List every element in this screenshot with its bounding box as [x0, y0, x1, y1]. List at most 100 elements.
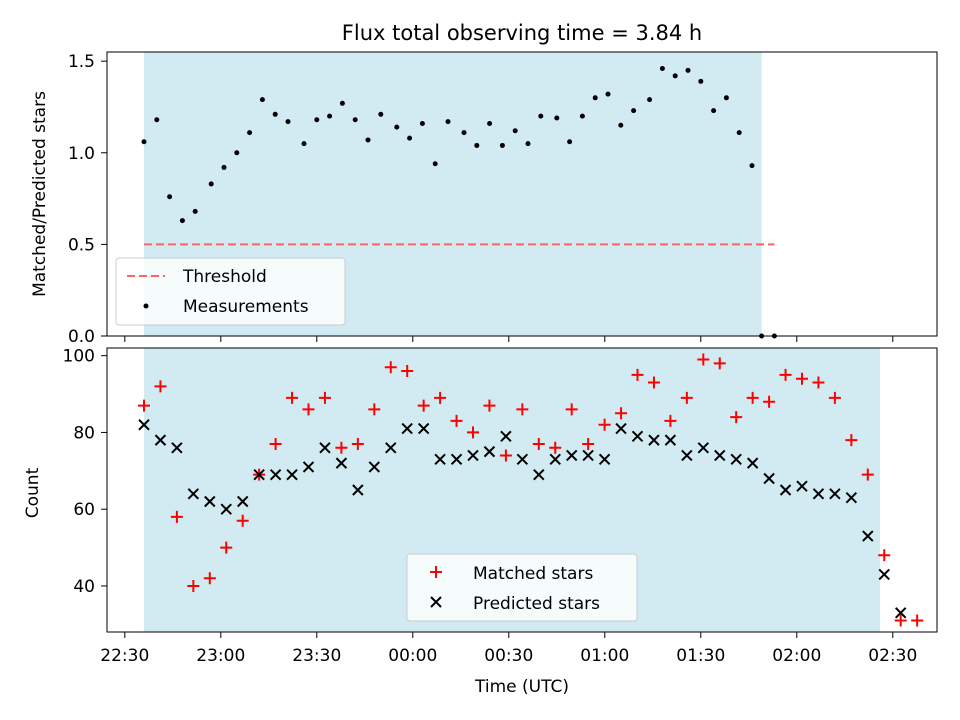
- measurement-point: [698, 78, 704, 84]
- predicted-star-point: [516, 453, 529, 466]
- predicted-star-point: [401, 422, 413, 435]
- predicted-star-point: [845, 491, 858, 504]
- matched-star-point: [631, 368, 644, 381]
- matched-star-point: [828, 391, 841, 404]
- predicted-star-point: [648, 434, 660, 446]
- matched-star-point: [220, 541, 233, 554]
- measurement-point: [631, 108, 637, 114]
- measurement-point: [327, 113, 333, 119]
- predicted-legend-label: Predicted stars: [473, 594, 600, 614]
- matched-star-point: [483, 399, 496, 412]
- measurement-point: [247, 130, 253, 136]
- matched-star-point: [170, 510, 183, 523]
- predicted-star-point: [565, 449, 578, 462]
- measurement-point: [314, 117, 320, 123]
- matched-star-point: [318, 391, 331, 404]
- predicted-star-point: [549, 453, 561, 466]
- measurement-point: [365, 137, 371, 143]
- matched-star-point: [598, 418, 611, 431]
- time-x-tick-label: 00:30: [484, 646, 533, 666]
- measurement-point: [339, 100, 345, 106]
- predicted-star-point: [812, 488, 825, 500]
- measurement-point: [567, 139, 573, 145]
- measurement-point: [234, 150, 240, 156]
- matched-star-point: [713, 357, 726, 370]
- matched-star-point: [582, 437, 595, 450]
- matched-star-point: [499, 449, 512, 462]
- measurement-point: [208, 181, 214, 187]
- time-x-tick-label: 02:30: [868, 646, 917, 666]
- count-y-axis-label: Count: [23, 467, 43, 518]
- matched-star-point: [417, 399, 430, 412]
- predicted-star-point: [417, 422, 430, 435]
- matched-star-point: [812, 376, 825, 389]
- measurement-point: [499, 142, 505, 148]
- matched-star-point: [664, 414, 677, 427]
- count-panel: Count Time (UTC) 40 60 80 100 22:30 23:00 23:…: [23, 347, 938, 697]
- predicted-star-point: [286, 468, 298, 481]
- matched-star-point: [565, 403, 578, 416]
- measurement-point: [618, 122, 624, 128]
- matched-star-point: [203, 572, 216, 585]
- predicted-star-point: [598, 453, 611, 466]
- time-x-tick-label: 01:00: [580, 646, 629, 666]
- predicted-star-point: [878, 568, 890, 581]
- ratio-legend-box: [115, 257, 346, 326]
- measurement-point: [592, 95, 598, 101]
- matched-star-point: [467, 426, 479, 439]
- measurement-point: [445, 119, 451, 125]
- time-x-tick-label: 22:30: [100, 646, 149, 666]
- measurement-point: [659, 65, 665, 71]
- matched-star-point: [516, 403, 529, 416]
- matched-star-point: [763, 395, 776, 408]
- matched-star-point: [697, 353, 710, 366]
- matched-star-point: [187, 579, 200, 592]
- measurement-point: [285, 119, 291, 125]
- ratio-y-tick-label: 1.5: [68, 52, 95, 72]
- predicted-star-point: [154, 434, 167, 446]
- measurement-point: [487, 120, 493, 126]
- predicted-star-point: [253, 468, 265, 481]
- time-x-tick-label: 23:00: [196, 646, 245, 666]
- threshold-legend-label: Threshold: [182, 267, 267, 287]
- measurement-point: [647, 97, 653, 103]
- time-x-tick-label: 23:30: [292, 646, 341, 666]
- measurement-point: [141, 139, 147, 145]
- chart-title: Flux total observing time = 3.84 h: [342, 21, 702, 45]
- count-panel-frame: [106, 347, 938, 633]
- predicted-star-point: [681, 449, 693, 462]
- ratio-panel-frame: [106, 51, 938, 337]
- measurement-point: [512, 128, 518, 134]
- predicted-star-point: [302, 461, 315, 473]
- matched-star-point: [286, 391, 299, 404]
- predicted-star-point: [615, 422, 627, 435]
- count-y-tick-label: 60: [73, 500, 95, 520]
- predicted-star-point: [664, 434, 677, 446]
- predicted-star-point: [385, 442, 397, 454]
- matched-legend-label: Matched stars: [473, 564, 593, 584]
- matched-star-point: [138, 399, 150, 412]
- matched-star-point: [351, 437, 364, 450]
- predicted-star-point: [631, 430, 644, 442]
- matched-star-point: [861, 468, 874, 481]
- time-x-tick-label: 00:00: [388, 646, 437, 666]
- ratio-y-tick-label: 1.0: [68, 144, 95, 164]
- count-legend: Matched stars Predicted stars: [406, 553, 638, 622]
- matched-star-point: [434, 391, 447, 404]
- measurement-point: [167, 194, 173, 200]
- ratio-panel: Matched/Predicted stars 0.0 0.5 1.0 1.5 Thr…: [30, 51, 938, 347]
- measurement-point: [711, 108, 717, 114]
- measurement-point: [605, 91, 611, 97]
- matched-star-point: [647, 376, 660, 389]
- measurement-point: [378, 111, 384, 117]
- matched-star-point: [746, 391, 759, 404]
- predicted-star-point: [335, 457, 348, 469]
- count-y-tick-label: 80: [73, 423, 95, 443]
- predicted-star-point: [434, 453, 446, 466]
- matched-star-point: [450, 414, 463, 427]
- measurement-point: [192, 208, 198, 214]
- matched-star-point: [615, 407, 628, 420]
- ratio-y-axis-label: Matched/Predicted stars: [30, 91, 50, 297]
- predicted-star-point: [269, 468, 282, 481]
- count-y-tick-label: 40: [73, 577, 95, 597]
